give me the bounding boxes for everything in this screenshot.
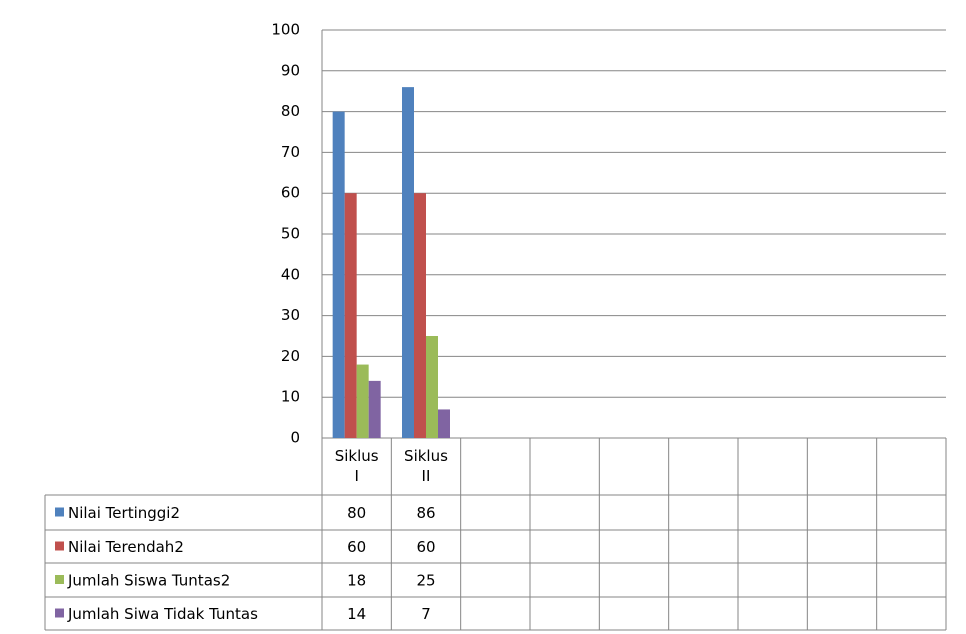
table-value: 60 (347, 538, 366, 556)
legend-swatch (55, 541, 64, 551)
x-tick-label-box: Siklus I (334, 447, 379, 485)
y-tick-label: 70 (281, 143, 300, 161)
bar (414, 193, 426, 438)
y-tick-label: 50 (281, 225, 300, 243)
bar (332, 111, 345, 438)
legend-swatch (55, 575, 64, 584)
bar (402, 87, 414, 439)
x-tick-label: Siklus I (334, 447, 379, 485)
bar (344, 193, 357, 438)
table-value: 14 (347, 605, 366, 623)
x-tick-label: Siklus II (404, 447, 448, 485)
y-tick-label: 30 (281, 306, 300, 324)
bar (356, 364, 369, 438)
y-tick-label: 80 (281, 102, 300, 120)
y-tick-label: 0 (290, 429, 300, 447)
y-tick-label: 100 (271, 21, 300, 39)
legend-label: Nilai Terendah2 (68, 538, 184, 556)
legend-swatch (55, 608, 64, 618)
y-tick-label: 20 (281, 347, 300, 365)
bar (426, 336, 438, 438)
y-tick-label: 60 (281, 184, 300, 202)
table-value: 86 (416, 504, 435, 522)
legend-label: Jumlah Siwa Tidak Tuntas (67, 605, 258, 623)
y-tick-label: 90 (281, 61, 300, 79)
table-value: 7 (421, 605, 431, 623)
table-value: 60 (416, 538, 435, 556)
legend-label: Jumlah Siswa Tuntas2 (67, 572, 230, 590)
bar (438, 409, 450, 438)
x-tick-label-box: Siklus II (404, 447, 448, 485)
legend-swatch (55, 507, 64, 517)
y-tick-label: 10 (281, 388, 300, 406)
bar (368, 380, 381, 438)
legend-label: Nilai Tertinggi2 (68, 504, 180, 522)
table-value: 18 (347, 572, 366, 590)
y-tick-label: 40 (281, 265, 300, 283)
table-value: 25 (416, 572, 435, 590)
table-value: 80 (347, 504, 366, 522)
